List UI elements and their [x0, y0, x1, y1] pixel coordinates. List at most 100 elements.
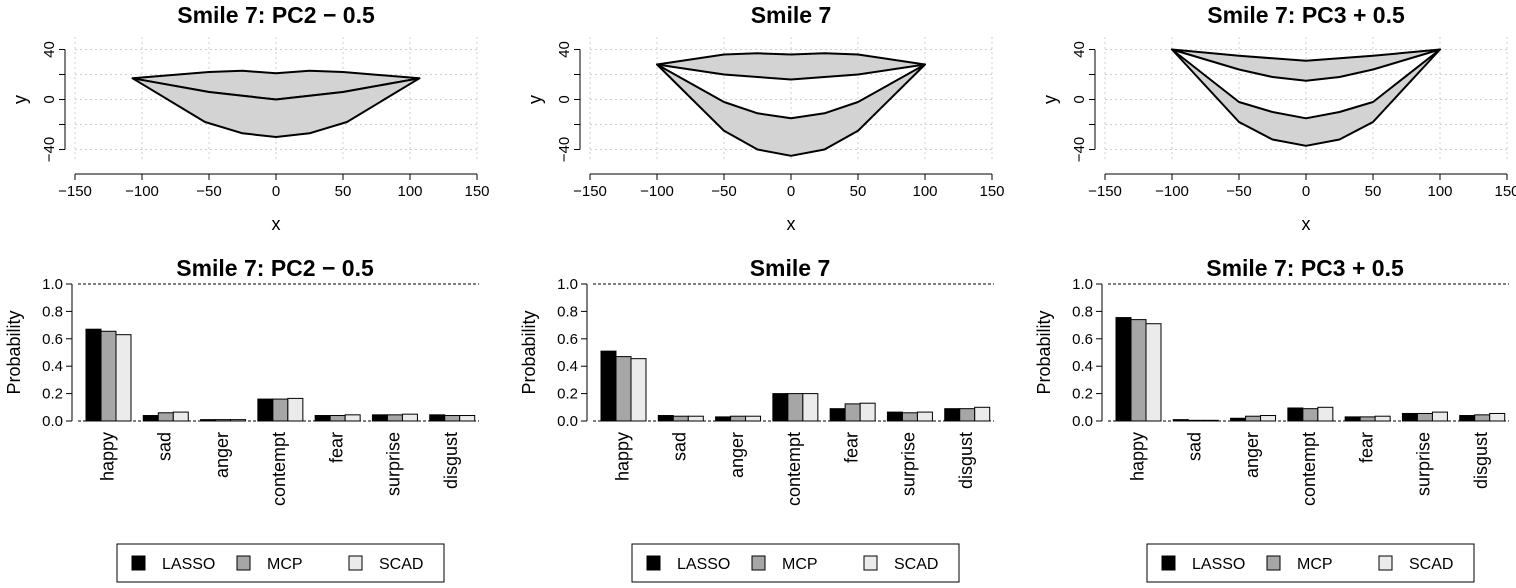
bar-fear-scad	[344, 414, 361, 422]
category-label-contempt: contempt	[269, 432, 289, 506]
y-axis	[581, 283, 588, 422]
legend-swatch-mcp	[751, 555, 766, 571]
bar-panel-title: Smile 7: PC2 − 0.5	[176, 255, 374, 281]
y-tick-label: −40	[1071, 137, 1088, 162]
legend-label-lasso: LASSO	[1192, 556, 1245, 573]
bar-contempt-mcp	[787, 393, 804, 422]
bar-fear-lasso	[1344, 416, 1361, 422]
category-label-anger: anger	[212, 432, 232, 478]
y-tick-label: 0	[1071, 95, 1088, 103]
x-tick-label: 150	[1494, 183, 1516, 200]
category-label-surprise: surprise	[1414, 432, 1434, 496]
shape-panel-title: Smile 7: PC3 + 0.5	[1207, 2, 1405, 28]
shape-panel-title: Smile 7: PC2 − 0.5	[177, 2, 375, 28]
shape-panel-3: Smile 7: PC3 + 0.5 −150 −100 −50 0 50 100 150 −4…	[1040, 2, 1516, 234]
y-axis-label: Probability	[519, 310, 539, 394]
bar-panel-2: Smile 7 0.0 0.2 0.4 0.6 0.8 1.0 Probability happ…	[519, 255, 994, 583]
legend-box	[116, 543, 445, 583]
bar-fear-scad	[1374, 415, 1391, 422]
upper-lip-shape	[1171, 48, 1441, 82]
shape-panel-title: Smile 7	[751, 2, 832, 28]
y-tick-label: 0.6	[42, 331, 63, 348]
x-tick-label: −50	[196, 183, 221, 200]
bar-surprise-scad	[916, 411, 933, 422]
bar-anger-scad	[745, 415, 762, 422]
legend-label-mcp: MCP	[782, 556, 818, 573]
bar-anger-lasso	[1230, 417, 1247, 422]
category-label-contempt: contempt	[784, 432, 804, 506]
x-tick-label: 50	[850, 183, 867, 200]
category-label-surprise: surprise	[899, 432, 919, 496]
legend-label-mcp: MCP	[267, 556, 303, 573]
category-label-fear: fear	[1356, 432, 1376, 463]
y-tick-label: 0.4	[557, 358, 578, 375]
bar-happy-lasso	[1115, 317, 1132, 422]
legend-swatch-mcp	[236, 555, 251, 571]
x-tick-label: −150	[1088, 183, 1122, 200]
bar-happy-scad	[1145, 323, 1162, 422]
y-tick-label: 0.0	[1072, 413, 1093, 430]
bar-sad-mcp	[1187, 419, 1204, 422]
bar-fear-mcp	[1359, 416, 1376, 422]
x-tick-label: 100	[397, 183, 422, 200]
category-label-fear: fear	[326, 432, 346, 463]
y-tick-label: 1.0	[557, 276, 578, 293]
bar-anger-mcp	[215, 419, 232, 422]
x-tick-label: −50	[711, 183, 736, 200]
bar-disgust-mcp	[959, 408, 976, 422]
y-tick-label: 0.2	[1072, 386, 1093, 403]
bar-happy-scad	[115, 334, 132, 422]
bar-contempt-scad	[287, 397, 304, 422]
category-label-surprise: surprise	[384, 432, 404, 496]
legend: LASSO MCP SCAD	[631, 543, 960, 583]
bar-surprise-scad	[401, 413, 418, 422]
y-tick-label: 0	[556, 95, 573, 103]
y-tick-label: 40	[1071, 41, 1088, 58]
bar-surprise-lasso	[886, 411, 903, 422]
bar-anger-scad	[1260, 415, 1277, 422]
y-tick-label: −40	[41, 137, 58, 162]
y-axis-label: y	[525, 95, 545, 104]
bar-panel-3: Smile 7: PC3 + 0.5 0.0 0.2 0.4 0.6 0.8 1.0 Prob…	[1034, 255, 1509, 583]
x-tick-label: −100	[640, 183, 674, 200]
legend-label-lasso: LASSO	[162, 556, 215, 573]
y-axis-label: Probability	[1034, 310, 1054, 394]
category-label-sad: sad	[155, 432, 175, 461]
lower-lip-shape	[131, 77, 421, 138]
bar-surprise-scad	[1431, 411, 1448, 422]
x-tick-label: 0	[1302, 183, 1310, 200]
y-tick-label: 1.0	[1072, 276, 1093, 293]
y-axis-label: y	[10, 95, 30, 104]
shape-panel-1: Smile 7: PC2 − 0.5 −150 −100 −50 0 50 100 150 −4…	[10, 2, 490, 234]
legend-label-scad: SCAD	[894, 556, 938, 573]
legend-swatch-lasso	[1161, 555, 1176, 571]
bar-fear-lasso	[829, 408, 846, 422]
bar-happy-lasso	[600, 350, 617, 422]
legend-box	[1146, 543, 1475, 583]
x-tick-label: 100	[912, 183, 937, 200]
y-tick-label: 0.8	[557, 303, 578, 320]
x-tick-label: 0	[272, 183, 280, 200]
bar-disgust-scad	[459, 415, 476, 422]
legend-swatch-mcp	[1266, 555, 1281, 571]
lower-lip-shape	[1171, 48, 1441, 147]
bar-sad-scad	[687, 415, 704, 422]
x-tick-label: 150	[464, 183, 489, 200]
y-axis	[66, 283, 73, 422]
category-label-anger: anger	[727, 432, 747, 478]
bar-sad-mcp	[672, 415, 689, 422]
y-tick-label: 0.0	[42, 413, 63, 430]
x-tick-label: 50	[335, 183, 352, 200]
x-tick-label: −100	[125, 183, 159, 200]
bar-contempt-scad	[1317, 406, 1334, 422]
y-tick-label: 40	[41, 41, 58, 58]
category-label-happy: happy	[1127, 432, 1147, 481]
y-tick-label: 0.4	[1072, 358, 1093, 375]
y-tick-label: 0	[41, 95, 58, 103]
y-tick-label: 0.8	[1072, 303, 1093, 320]
bar-sad-lasso	[1172, 419, 1189, 422]
x-axis-label: x	[272, 214, 281, 234]
bar-happy-lasso	[85, 328, 102, 422]
bar-fear-scad	[859, 402, 876, 422]
